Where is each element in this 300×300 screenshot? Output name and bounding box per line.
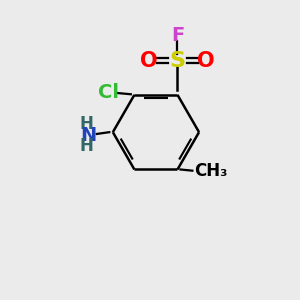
Text: H: H: [79, 115, 93, 133]
Text: CH₃: CH₃: [194, 162, 227, 180]
Text: N: N: [80, 126, 97, 145]
Text: Cl: Cl: [98, 83, 119, 102]
Text: H: H: [79, 137, 93, 155]
Text: S: S: [169, 51, 185, 71]
Text: O: O: [197, 51, 214, 71]
Text: O: O: [140, 51, 158, 71]
Text: F: F: [171, 26, 184, 45]
